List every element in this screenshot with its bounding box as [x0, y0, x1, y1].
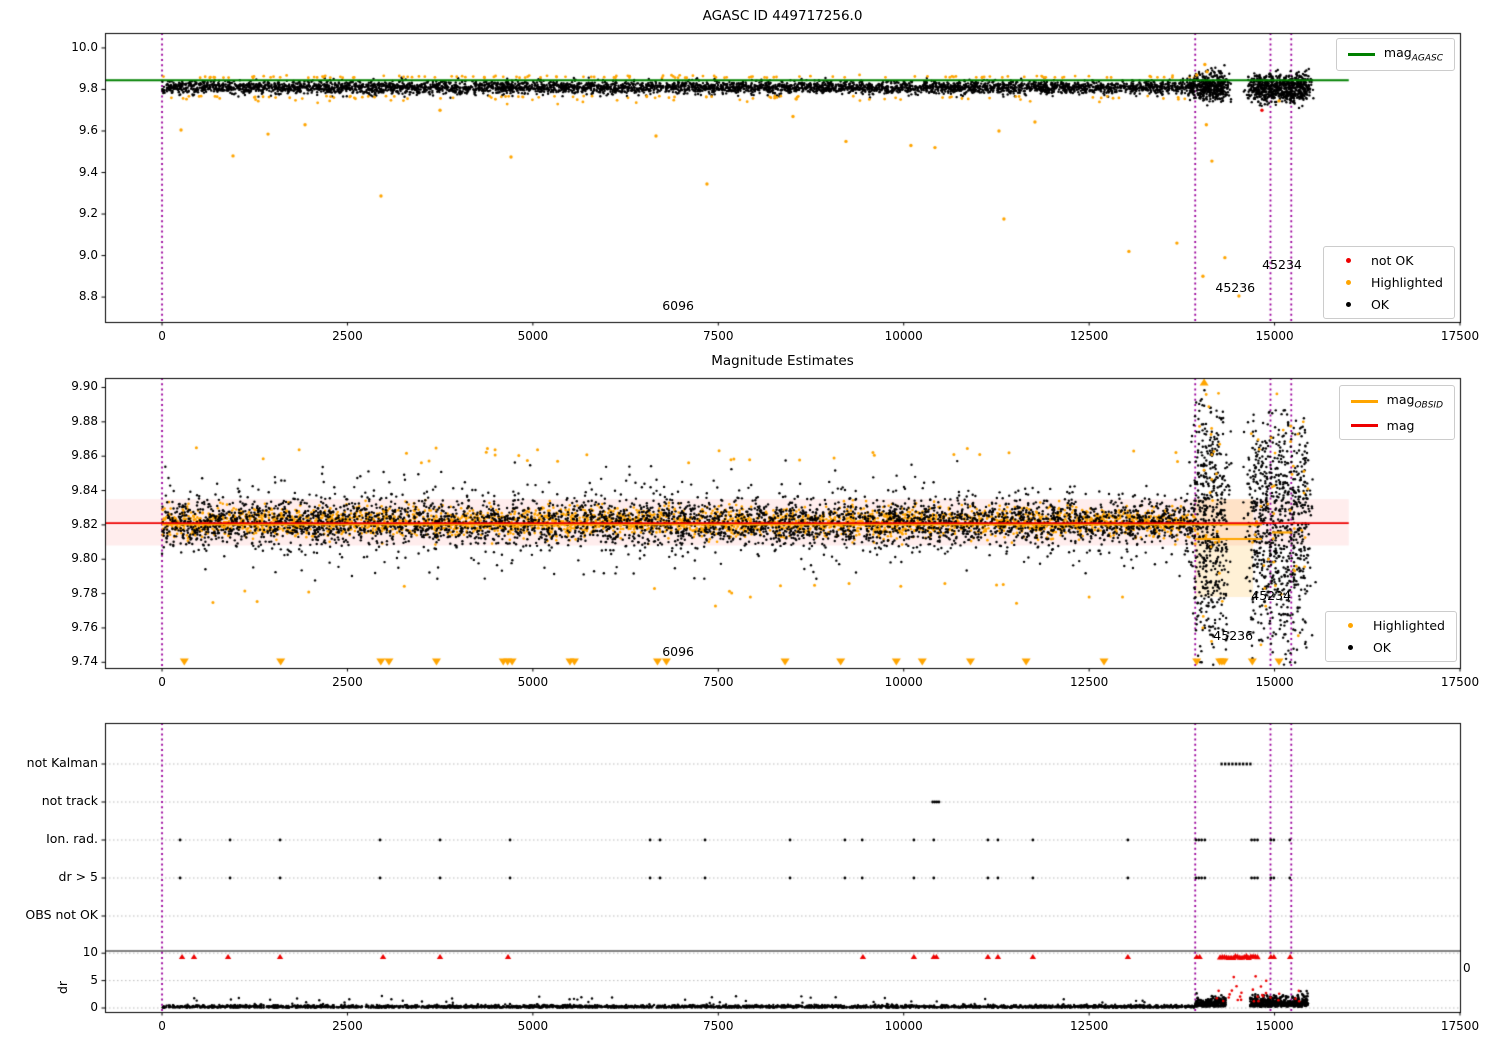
- y-tick-label: 9.4: [78, 164, 98, 179]
- legend-item-highlighted: Highlighted: [1335, 275, 1443, 290]
- annotation: 45236: [1213, 628, 1254, 644]
- y-tick-label: 9.76: [71, 619, 98, 634]
- red-line-swatch: [1350, 423, 1378, 427]
- y-tick-label: 9.2: [78, 206, 98, 221]
- legend-item-mag-obsid: magOBSID: [1350, 392, 1443, 411]
- orange-dot-swatch: [1335, 280, 1362, 285]
- y-tick-label: 10.0: [71, 39, 98, 54]
- x-tick-label: 7500: [703, 329, 734, 343]
- legend-mag-lines: magOBSID mag: [1338, 385, 1455, 440]
- y-tick-label: 9.90: [71, 379, 98, 394]
- y-tick-label: 9.0: [78, 247, 98, 262]
- dr-tick-label: 5: [90, 972, 98, 987]
- y-tick-label: 9.86: [71, 448, 98, 463]
- legend-item-not-ok: not OK: [1335, 253, 1443, 268]
- y-tick-label: 9.8: [78, 81, 98, 96]
- x-tick-label: 15000: [1255, 329, 1294, 343]
- x-tick-label: 2500: [332, 675, 363, 689]
- legend-item-highlighted-mid: Highlighted: [1337, 618, 1445, 633]
- top-plot-title: AGASC ID 449717256.0: [702, 8, 863, 24]
- legend-point-types-top: not OK Highlighted OK: [1322, 246, 1455, 319]
- orange-dot-swatch: [1337, 623, 1364, 628]
- x-tick-label: 2500: [332, 329, 363, 343]
- legend-item-mag-agasc: magAGASC: [1347, 45, 1443, 64]
- legend-label-highlighted-mid: Highlighted: [1372, 618, 1445, 633]
- y-tick-label: 9.74: [71, 654, 98, 669]
- x-tick-label: 5000: [517, 675, 549, 689]
- annotation: 45234: [1262, 257, 1302, 273]
- legend-point-types-middle: Highlighted OK: [1324, 611, 1457, 662]
- y-tick-label: 9.78: [71, 585, 98, 600]
- dr-tick-label: 10: [82, 945, 98, 960]
- x-tick-label: 5000: [517, 1019, 549, 1033]
- legend-label-ok-mid: OK: [1372, 640, 1391, 655]
- red-dot-swatch: [1335, 258, 1362, 263]
- y-tick-label: 9.88: [71, 413, 98, 428]
- x-tick-label: 17500: [1440, 1019, 1480, 1033]
- x-tick-label: 2500: [332, 1019, 363, 1033]
- x-tick-label: 7500: [703, 675, 734, 689]
- x-tick-label: 10000: [884, 675, 923, 689]
- legend-label-not-ok: not OK: [1370, 253, 1414, 268]
- y-tick-label: 9.6: [78, 122, 98, 137]
- legend-label-mag-agasc: magAGASC: [1383, 45, 1443, 64]
- dr-tick-label: 0: [90, 1000, 98, 1014]
- legend-item-ok: OK: [1335, 297, 1443, 312]
- legend-item-mag: mag: [1350, 417, 1443, 433]
- x-tick-label: 10000: [884, 1019, 923, 1033]
- x-tick-label: 10000: [884, 329, 923, 343]
- x-tick-label: 5000: [517, 329, 549, 343]
- middle-plot-title: Magnitude Estimates: [711, 353, 854, 369]
- x-tick-label: 12500: [1070, 1019, 1109, 1033]
- right-axis-label: 0: [1463, 961, 1471, 975]
- x-tick-label: 12500: [1070, 675, 1109, 689]
- legend-item-ok-mid: OK: [1337, 640, 1445, 655]
- legend-label-mag: mag: [1386, 417, 1415, 433]
- y-tick-label: 9.80: [71, 551, 98, 566]
- x-tick-label: 0: [158, 1019, 166, 1033]
- x-tick-label: 17500: [1440, 675, 1480, 689]
- annotation: 6096: [662, 643, 694, 659]
- category-label: not track: [41, 793, 98, 808]
- legend-label-highlighted: Highlighted: [1370, 275, 1443, 290]
- category-label: OBS not OK: [25, 907, 98, 922]
- x-tick-label: 7500: [703, 1019, 734, 1033]
- x-tick-label: 15000: [1255, 1019, 1294, 1033]
- x-tick-label: 15000: [1255, 675, 1294, 689]
- black-dot-swatch: [1337, 645, 1364, 650]
- green-line-swatch: [1347, 52, 1375, 56]
- y-tick-label: 8.8: [78, 289, 98, 304]
- legend-label-mag-obsid: magOBSID: [1386, 392, 1443, 411]
- legend-mag-agasc: magAGASC: [1335, 38, 1455, 71]
- category-label: not Kalman: [26, 755, 98, 770]
- x-tick-label: 17500: [1440, 329, 1480, 343]
- x-tick-label: 0: [158, 329, 166, 343]
- black-dot-swatch: [1335, 302, 1362, 307]
- annotation: 6096: [662, 298, 694, 313]
- annotation: 45236: [1215, 280, 1256, 296]
- annotation: 45234: [1251, 587, 1292, 603]
- orange-line-swatch: [1350, 399, 1378, 403]
- category-label: Ion. rad.: [46, 831, 98, 846]
- y-tick-label: 9.84: [71, 482, 98, 497]
- x-tick-label: 12500: [1070, 329, 1109, 343]
- y-tick-label: 9.82: [71, 516, 98, 531]
- x-tick-label: 0: [158, 675, 166, 689]
- category-label: dr > 5: [58, 869, 98, 884]
- legend-label-ok: OK: [1370, 297, 1389, 312]
